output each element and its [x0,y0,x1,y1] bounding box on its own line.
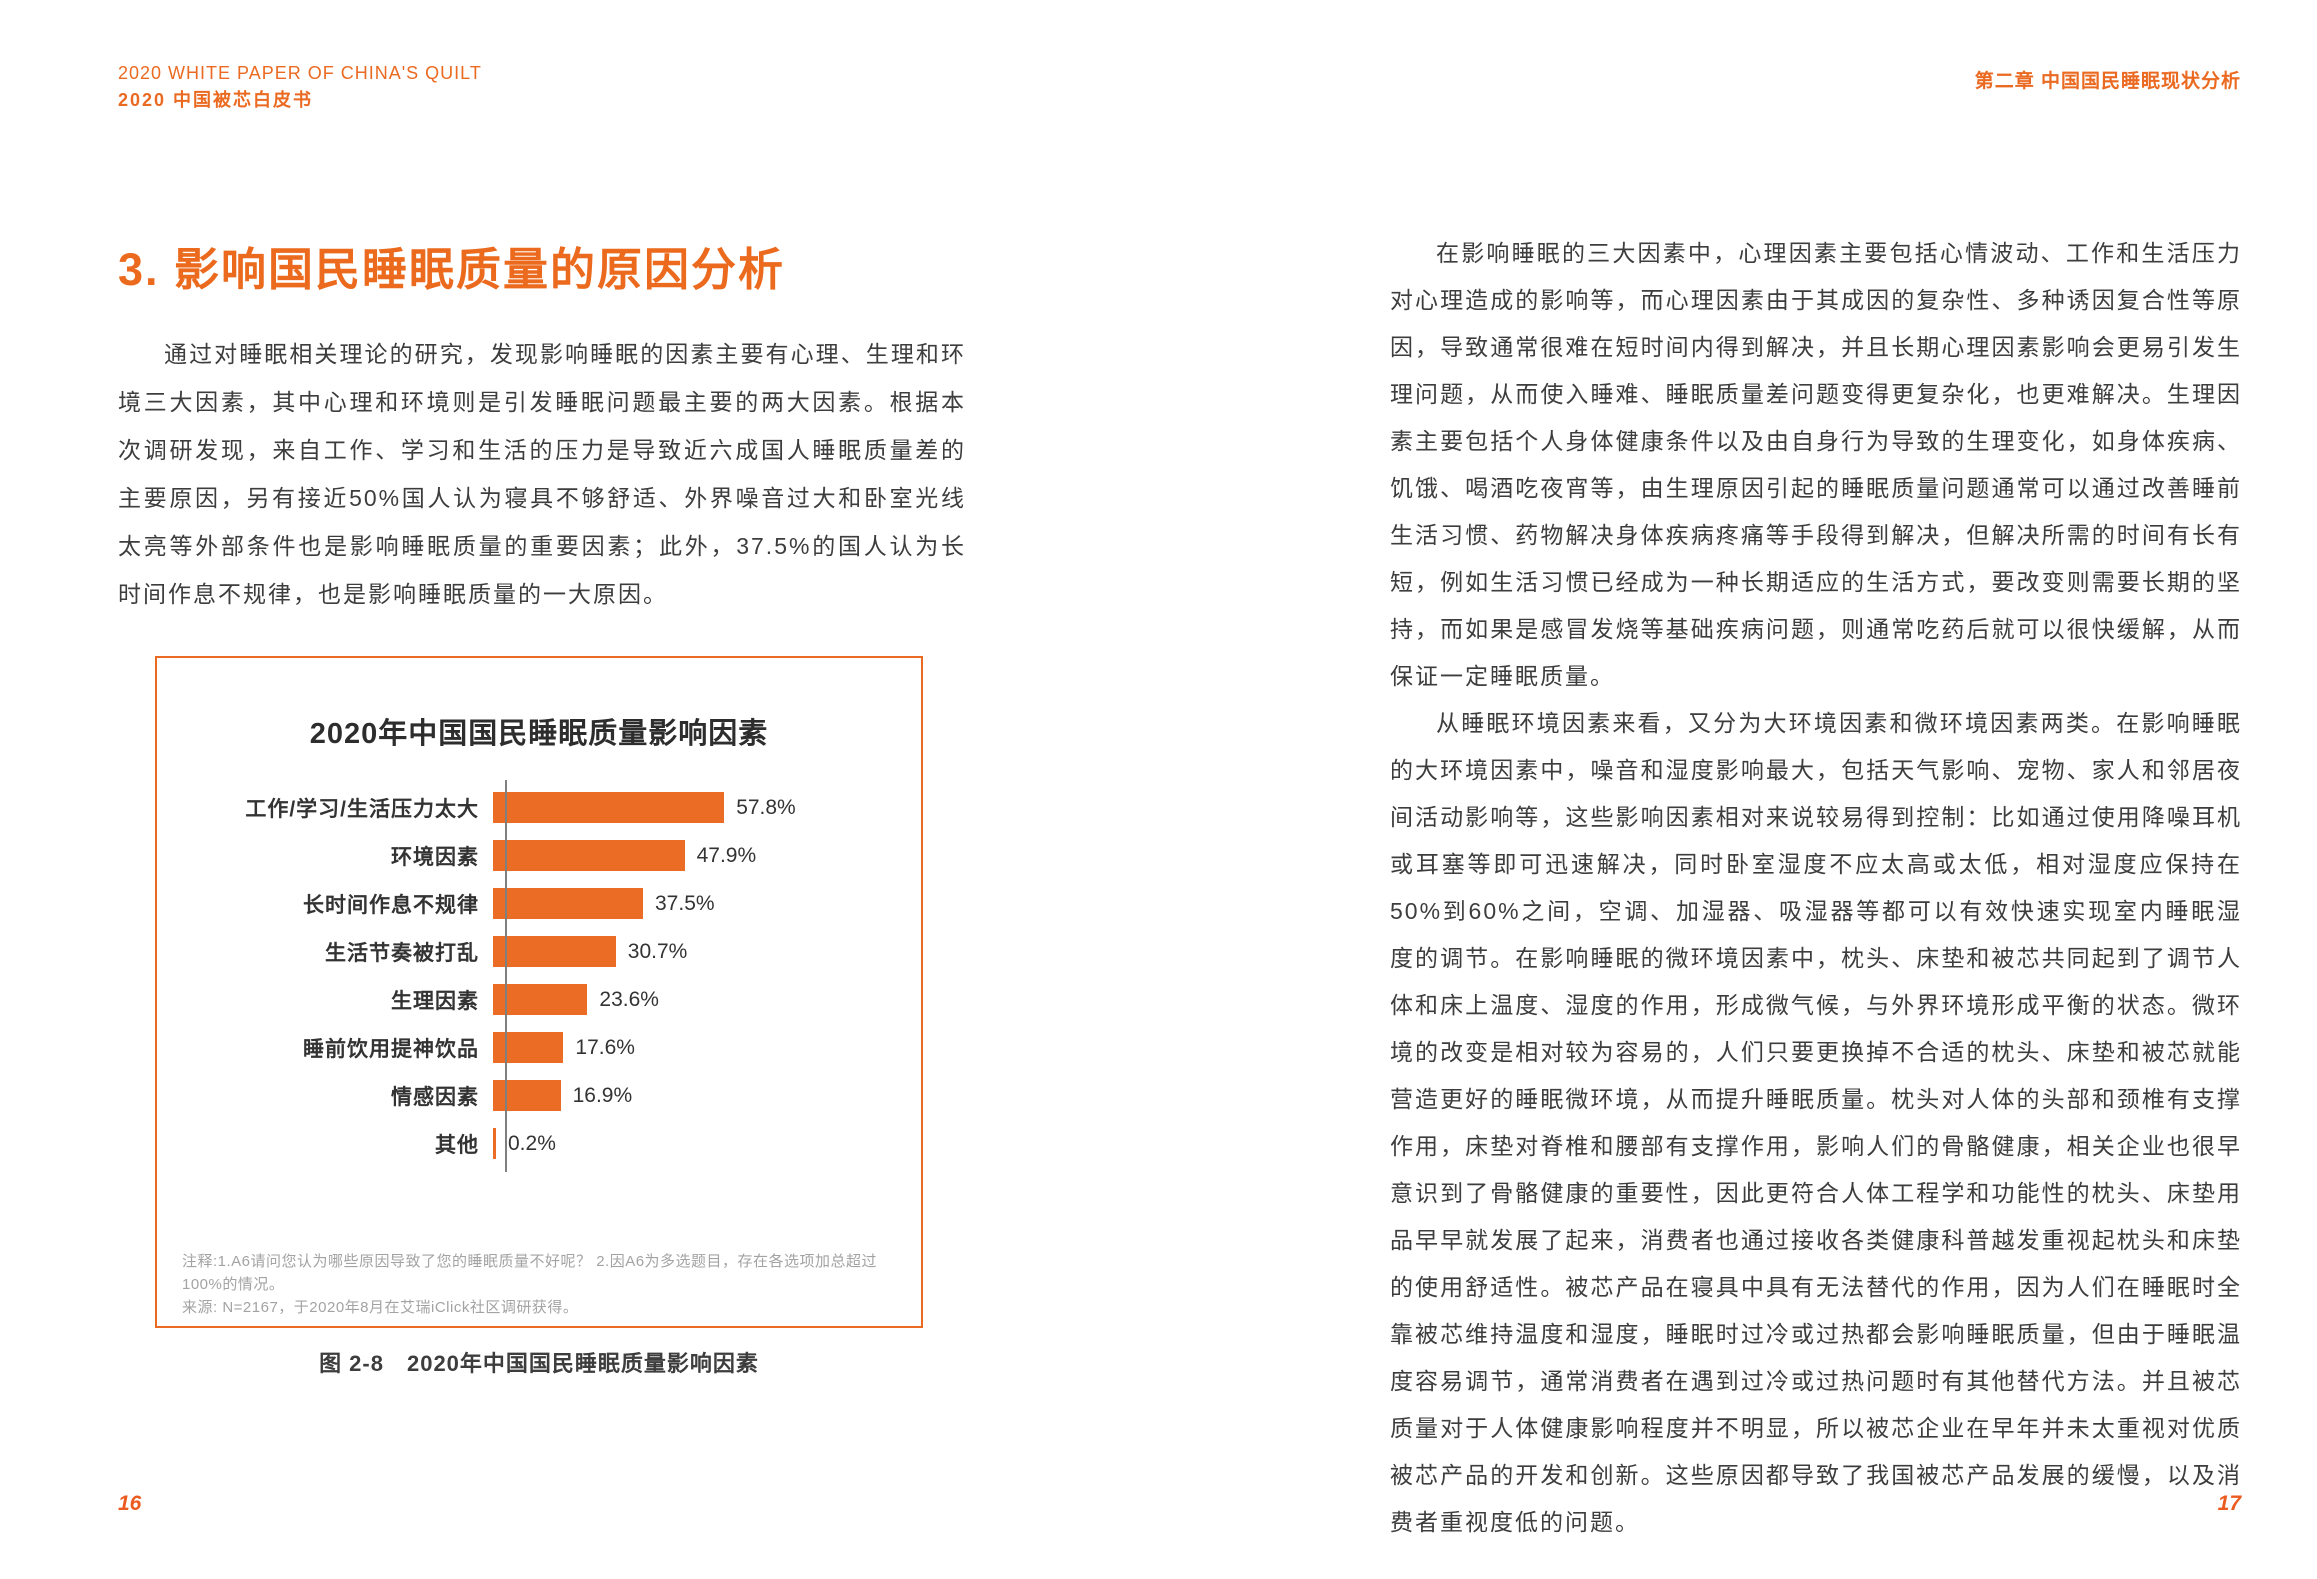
header-chinese-title: 2020 中国被芯白皮书 [118,90,314,110]
body-paragraph-1: 在影响睡眠的三大因素中，心理因素主要包括心情波动、工作和生活压力对心理造成的影响… [1390,240,2242,689]
chart-axis-line [505,780,507,1172]
chart-value-label: 37.5% [655,891,715,915]
figure-box: 2020年中国国民睡眠质量影响因素 工作/学习/生活压力太大 57.8% 环境因素 4… [155,656,923,1328]
chart-category-label: 情感因素 [391,1085,479,1109]
running-header-right: 第二章 中国国民睡眠现状分析 [1974,71,2241,92]
chart-bar-row: 长时间作息不规律 37.5% [187,888,901,919]
chart-value-label: 16.9% [572,1083,633,1107]
chart-value-label: 47.9% [696,843,757,867]
running-header-left: 2020 WHITE PAPER OF CHINA'S QUILT 2020 中… [118,60,482,114]
figure-caption: 图 2-8 2020年中国国民睡眠质量影响因素 [319,1351,759,1376]
page-number-left: 16 [118,1492,142,1515]
chart-source-text: 来源: N=2167，于2020年8月在艾瑞iClick社区调研获得。 [182,1299,579,1316]
chart-title: 2020年中国国民睡眠质量影响因素 [309,718,769,750]
chart-bar [493,1128,496,1159]
chart-bar-row: 睡前饮用提神饮品 17.6% [187,1032,901,1063]
chart-bar-row: 工作/学习/生活压力太大 57.8% [187,792,901,823]
chart-category-label: 其他 [435,1133,479,1157]
right-page-text: 在影响睡眠的三大因素中，心理因素主要包括心情波动、工作和生活压力对心理造成的影响… [1390,230,2242,1546]
chart-bar [493,840,685,871]
chart-value-label: 57.8% [736,795,796,819]
chart-category-label: 睡前饮用提神饮品 [303,1037,479,1061]
chart-value-label: 30.7% [627,939,688,963]
chart-category-label: 环境因素 [391,845,479,869]
chart-bar-row: 生活节奏被打乱 30.7% [187,936,901,967]
chart-bar-row: 情感因素 16.9% [187,1080,901,1111]
chart-bar [493,888,643,919]
chart-category-label: 生理因素 [391,989,479,1013]
page-number-right: 17 [2217,1492,2241,1515]
chart-value-label: 23.6% [599,987,659,1011]
chart-bar [493,1080,561,1111]
chart-note-text: 注释:1.A6请问您认为哪些原因导致了您的睡眠质量不好呢？ 2.因A6为多选题目… [182,1253,878,1293]
chart-bar [493,1032,564,1063]
chart-category-label: 长时间作息不规律 [303,893,479,917]
chart-value-label: 17.6% [575,1035,635,1059]
chart-category-label: 工作/学习/生活压力太大 [245,797,479,821]
section-title: 3. 影响国民睡眠质量的原因分析 [118,244,786,295]
chart-bar [493,792,725,823]
chart-bar [493,936,616,967]
body-paragraph-2: 从睡眠环境因素来看，又分为大环境因素和微环境因素两类。在影响睡眠的大环境因素中，… [1390,710,2242,1535]
chart-notes: 注释:1.A6请问您认为哪些原因导致了您的睡眠质量不好呢？ 2.因A6为多选题目… [182,1250,896,1319]
chart-bar [493,984,588,1015]
bar-chart: 工作/学习/生活压力太大 57.8% 环境因素 47.9% 长时间作息不规律 37.5% 生… [187,780,901,1172]
chart-bar-row: 环境因素 47.9% [187,840,901,871]
chart-bar-row: 其他 0.2% [187,1128,901,1159]
chart-value-label: 0.2% [508,1131,556,1155]
intro-paragraph: 通过对睡眠相关理论的研究，发现影响睡眠的因素主要有心理、生理和环境三大因素，其中… [118,341,966,607]
chart-category-label: 生活节奏被打乱 [325,941,479,965]
header-english-title: 2020 WHITE PAPER OF CHINA'S QUILT [118,63,482,83]
chart-bar-row: 生理因素 23.6% [187,984,901,1015]
